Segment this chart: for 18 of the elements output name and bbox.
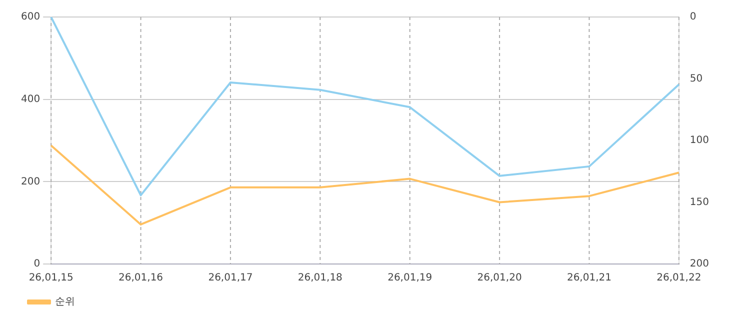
y2-tick-label: 100 bbox=[690, 135, 710, 146]
y2-tick-label: 50 bbox=[690, 73, 703, 84]
x-tick-label: 26,01,16 bbox=[118, 272, 164, 284]
y2-tick-label: 200 bbox=[690, 258, 710, 270]
legend-label: 순위 bbox=[55, 296, 75, 308]
x-tick-label: 26,01,17 bbox=[208, 272, 253, 284]
x-tick-label: 26,01,15 bbox=[28, 272, 74, 284]
y2-tick-label: 0 bbox=[690, 12, 696, 23]
x-tick-label: 26,01,19 bbox=[388, 272, 432, 284]
y-tick-label: 0 bbox=[34, 258, 40, 270]
x-tick-label: 26,01,18 bbox=[298, 272, 342, 284]
y-tick-label: 400 bbox=[20, 94, 40, 105]
x-tick-label: 26,01,20 bbox=[477, 272, 522, 284]
x-tick-label: 26,01,21 bbox=[566, 272, 612, 284]
y-tick-label: 600 bbox=[20, 12, 40, 23]
y-tick-label: 200 bbox=[20, 176, 40, 188]
x-tick-label: 26,01,22 bbox=[656, 272, 702, 284]
y2-tick-label: 150 bbox=[690, 196, 710, 208]
